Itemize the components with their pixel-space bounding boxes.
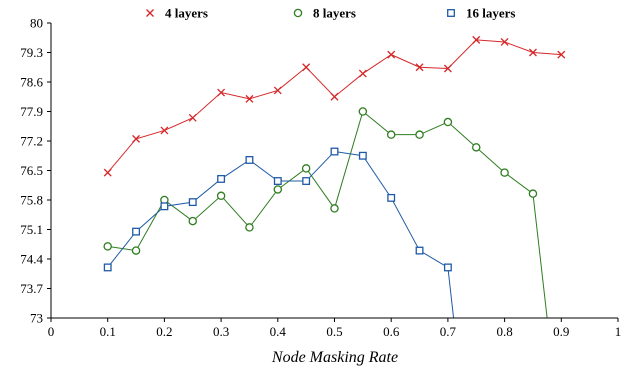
x-tick-label: 0	[48, 324, 55, 339]
data-point-4-layers	[387, 50, 396, 59]
legend-marker-4-layers	[146, 9, 154, 17]
x-tick-label: 0.4	[270, 324, 287, 339]
data-point-16-layers	[415, 246, 424, 255]
y-tick-label: 74.4	[20, 252, 43, 267]
y-tick-label: 78.6	[20, 75, 43, 90]
y-tick-label: 75.8	[20, 193, 43, 208]
x-tick-label: 0.6	[383, 324, 400, 339]
data-point-8-layers	[103, 242, 112, 251]
legend-marker-8-layers	[293, 8, 303, 18]
x-tick-label: 0.5	[326, 324, 342, 339]
legend-label-16-layers: 16 layers	[466, 6, 515, 21]
series-4-layers	[103, 35, 566, 177]
data-point-8-layers	[301, 164, 311, 173]
legend-label-4-layers: 4 layers	[165, 6, 208, 21]
data-point-16-layers	[245, 156, 254, 164]
data-point-16-layers	[387, 193, 396, 202]
data-point-4-layers	[103, 168, 112, 177]
legend-label-8-layers: 8 layers	[313, 6, 356, 21]
data-point-16-layers	[443, 263, 452, 272]
y-tick-label: 80	[30, 16, 43, 31]
data-point-4-layers	[415, 63, 424, 72]
x-tick-label: 0.2	[156, 324, 172, 339]
data-point-8-layers	[188, 216, 197, 226]
y-tick-label: 75.1	[20, 222, 43, 237]
data-point-8-layers	[415, 130, 424, 139]
data-point-4-layers	[302, 63, 311, 72]
series-line-16-layers	[107, 151, 455, 318]
data-point-16-layers	[217, 174, 226, 183]
data-point-4-layers	[245, 94, 254, 103]
data-point-4-layers	[132, 134, 141, 143]
data-point-8-layers	[131, 246, 141, 255]
data-point-8-layers	[386, 130, 396, 139]
x-tick-label: 0.9	[553, 324, 569, 339]
data-point-8-layers	[330, 204, 339, 213]
legend-item-16-layers: 16 layers	[447, 6, 515, 21]
x-tick-label: 0.8	[496, 324, 512, 339]
y-tick-label: 77.2	[20, 134, 43, 149]
series-layer	[103, 35, 566, 318]
data-point-16-layers	[273, 177, 282, 185]
data-point-8-layers	[273, 185, 283, 194]
data-point-4-layers	[188, 113, 197, 122]
x-tick-label: 0.1	[100, 324, 116, 339]
legend: 4 layers 8 layers 16 layers	[146, 6, 515, 21]
x-tick-label: 1	[615, 324, 622, 339]
data-point-8-layers	[216, 191, 226, 201]
y-tick-label: 76.5	[20, 163, 43, 178]
data-point-4-layers	[557, 50, 566, 59]
data-point-4-layers	[273, 86, 282, 95]
legend-item-4-layers: 4 layers	[146, 6, 208, 21]
y-tick-label: 77.9	[20, 104, 43, 119]
data-point-8-layers	[500, 168, 509, 177]
data-point-8-layers	[245, 223, 254, 232]
data-point-4-layers	[330, 92, 339, 101]
x-tick-label: 0.7	[440, 324, 457, 339]
x-axis-label: Node Masking Rate	[271, 349, 398, 366]
data-point-4-layers	[472, 35, 481, 44]
data-point-16-layers	[188, 198, 197, 207]
data-point-4-layers	[358, 69, 367, 78]
x-tick-label: 0.3	[213, 324, 229, 339]
axes-layer: 73 73.7 74.4 75.1 75.8 76.5 77.2 77.9 78.6 79.3 80…	[20, 16, 621, 340]
data-point-16-layers	[160, 202, 169, 211]
legend-item-8-layers: 8 layers	[293, 6, 356, 21]
data-point-4-layers	[443, 64, 452, 73]
data-point-4-layers	[217, 88, 226, 97]
data-point-16-layers	[302, 177, 311, 185]
data-point-8-layers	[528, 189, 538, 198]
data-point-8-layers	[471, 143, 481, 152]
data-point-16-layers	[330, 147, 339, 156]
data-point-16-layers	[358, 151, 367, 160]
data-point-16-layers	[132, 227, 140, 236]
data-point-8-layers	[443, 117, 453, 127]
series-line-8-layers	[107, 110, 548, 318]
series-8-layers	[103, 107, 548, 318]
data-point-16-layers	[103, 263, 112, 272]
series-16-layers	[103, 147, 455, 318]
data-point-4-layers	[528, 48, 537, 57]
y-tick-label: 73	[30, 311, 43, 326]
legend-marker-16-layers	[447, 9, 455, 17]
data-point-4-layers	[160, 126, 169, 135]
data-point-8-layers	[358, 107, 368, 116]
y-tick-label: 79.3	[20, 45, 43, 60]
y-tick-label: 73.7	[20, 281, 43, 296]
data-point-4-layers	[500, 38, 509, 46]
